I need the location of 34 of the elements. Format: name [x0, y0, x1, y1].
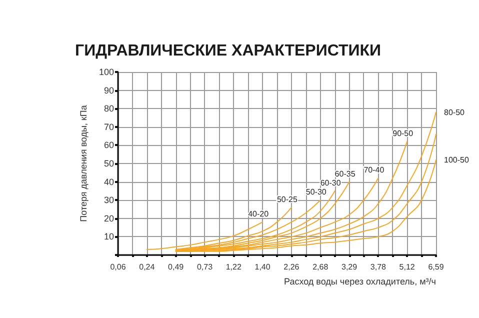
y-tick-label: 80: [104, 104, 114, 114]
x-tick-label: 3,78: [370, 262, 387, 272]
series-label: 50-30: [306, 188, 327, 197]
series-label: 100-50: [444, 155, 470, 164]
x-tick-label: 2,26: [284, 262, 300, 272]
x-tick-label: 1,40: [254, 262, 271, 272]
x-tick-label: 0,24: [139, 262, 156, 272]
y-tick-label: 40: [104, 176, 114, 187]
series-label: 60-35: [334, 169, 356, 178]
series-label: 60-30: [320, 178, 342, 188]
y-tick-label: 50: [104, 158, 114, 168]
series-label: 70-40: [364, 166, 385, 175]
series-label: 80-50: [444, 108, 466, 117]
x-tick-label: 5,12: [399, 262, 416, 272]
x-tick-label: 0,06: [110, 262, 126, 272]
y-tick-label: 60: [104, 140, 114, 150]
chart-title: ГИДРАВЛИЧЕСКИЕ ХАРАКТЕРИСТИКИ: [75, 42, 382, 60]
y-tick-label: 70: [104, 122, 114, 132]
series-label: 40-20: [248, 210, 270, 219]
series-label: 90-50: [392, 129, 414, 138]
y-tick-label: 20: [104, 213, 114, 224]
series-label: 50-25: [276, 194, 298, 204]
x-axis-title: Расход воды через охладитель, м³/ч: [284, 276, 436, 286]
y-axis-title: Потеря давления воды, кПа: [78, 105, 89, 222]
x-tick-label: 1,22: [226, 262, 242, 272]
y-tick-label: 90: [104, 85, 114, 96]
x-tick-label: 0,49: [168, 262, 184, 272]
x-tick-label: 2,68: [312, 262, 329, 272]
y-tick-label: 100: [98, 67, 114, 77]
y-tick-label: 10: [104, 232, 114, 242]
x-tick-label: 0,73: [196, 262, 214, 272]
y-tick-label: 30: [104, 195, 114, 206]
x-tick-label: 3,29: [341, 262, 358, 272]
x-tick-label: 6,59: [428, 262, 444, 272]
